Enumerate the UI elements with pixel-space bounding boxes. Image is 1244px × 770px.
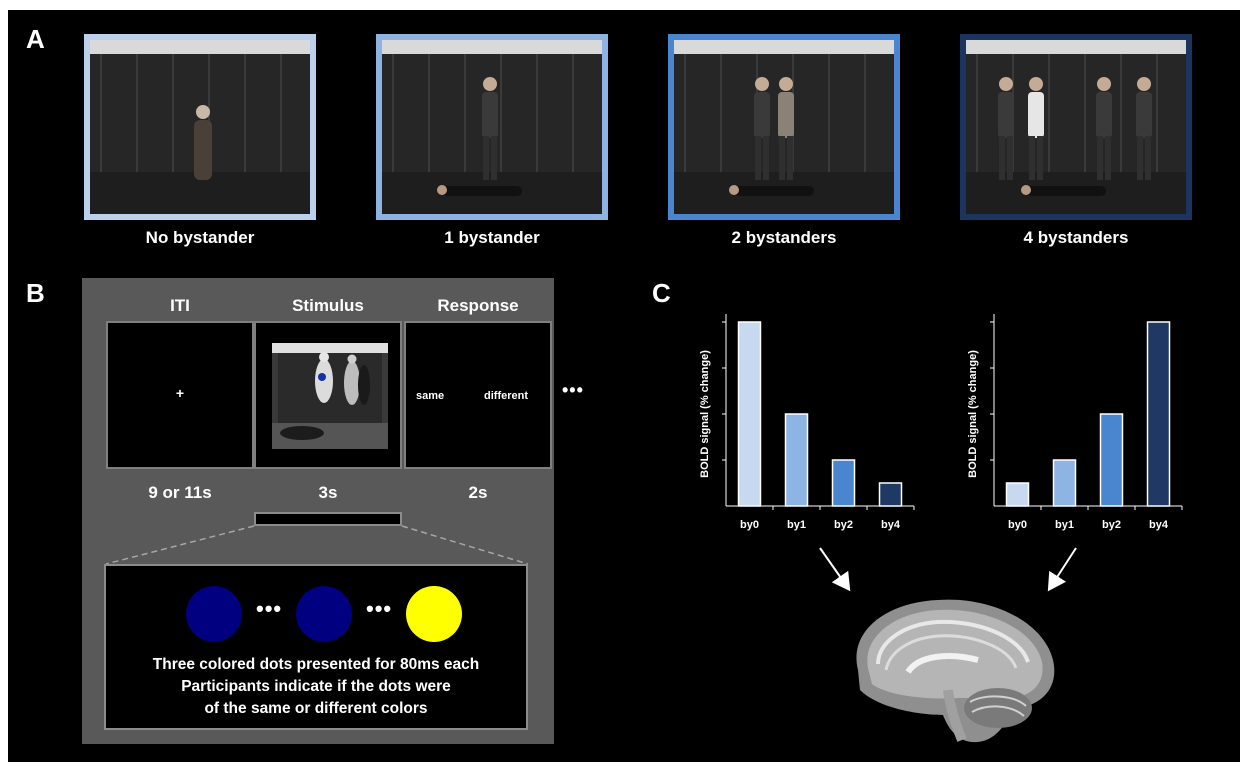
- description-line-2: Participants indicate if the dots were: [181, 678, 451, 695]
- panel-a-label: A: [26, 24, 45, 54]
- x-tick-label-by4: by4: [881, 519, 901, 531]
- dot-separator-ellipsis: •••: [366, 596, 393, 621]
- iti-screen: +: [106, 321, 254, 469]
- bystander-caption-3: 4 bystanders: [1023, 228, 1129, 247]
- bar-by1: [784, 413, 809, 507]
- x-tick-label-by4: by4: [1149, 519, 1169, 531]
- bystander-photo-0: [84, 34, 316, 220]
- dot-task-detail: ••• ••• Three colored dots presented for…: [104, 564, 528, 730]
- response-option-different: different: [484, 390, 528, 402]
- phase-duration-iti: 9 or 11s: [148, 483, 212, 502]
- x-tick-label-by2: by2: [1102, 519, 1121, 531]
- panel-b-label: B: [26, 278, 45, 308]
- phase-title-iti: ITI: [170, 296, 190, 315]
- bar-chart-increasing: by0 by1 by2 by4 BOLD signal (% change): [956, 302, 1186, 552]
- task-schematic: ITI Stimulus Response + same diff: [82, 278, 583, 744]
- x-tick-label-by0: by0: [740, 519, 759, 531]
- x-tick-label-by1: by1: [1055, 519, 1074, 531]
- arrow-left: [819, 547, 851, 592]
- blue-dot-first: [186, 586, 242, 642]
- bystander-caption-0: No bystander: [145, 228, 255, 247]
- x-tick-label-by0: by0: [1008, 519, 1027, 531]
- bystander-caption-1: 1 bystander: [444, 228, 540, 247]
- bystander-caption-2: 2 bystanders: [731, 228, 837, 247]
- stimulus-timeline-bar: [254, 512, 402, 526]
- bar-chart-decreasing: by0 by1 by2 by4 BOLD signal (% change): [688, 302, 918, 552]
- y-axis-label: BOLD signal (% change): [699, 350, 711, 478]
- bystander-photo-1: [376, 34, 608, 220]
- bystander-photo-3: [960, 34, 1192, 220]
- brain-mri-sagittal-image: [856, 599, 1055, 743]
- stimulus-still-image: [272, 343, 388, 449]
- arrow-right: [1047, 547, 1077, 592]
- zoom-lines: [105, 525, 529, 565]
- y-axis-label: BOLD signal (% change): [967, 350, 979, 478]
- bar-by4: [1146, 321, 1171, 507]
- bystander-photo-2: [668, 34, 900, 220]
- phase-title-response: Response: [437, 296, 519, 315]
- stimulus-screen: [254, 321, 402, 469]
- bar-by0: [1005, 482, 1030, 507]
- fixation-cross: +: [175, 385, 185, 401]
- panel-c-label: C: [652, 278, 671, 308]
- description-line-1: Three colored dots presented for 80ms ea…: [152, 656, 480, 673]
- x-tick-label-by1: by1: [787, 519, 806, 531]
- response-option-same: same: [416, 390, 445, 402]
- x-tick-label-by2: by2: [834, 519, 853, 531]
- bar-by2: [831, 459, 856, 507]
- chart-to-brain-arrows: [819, 547, 1077, 592]
- dot-separator-ellipsis: •••: [256, 596, 283, 621]
- response-screen: same different: [404, 321, 552, 469]
- bar-by1: [1052, 459, 1077, 507]
- yellow-dot-third: [406, 586, 462, 642]
- phase-title-stimulus: Stimulus: [292, 296, 364, 315]
- phase-duration-stimulus: 3s: [318, 483, 338, 502]
- trial-continuation-ellipsis: •••: [562, 380, 584, 400]
- bar-by2: [1099, 413, 1124, 507]
- blue-dot-second: [296, 586, 352, 642]
- description-line-3: of the same or different colors: [204, 700, 428, 717]
- bar-by0: [737, 321, 762, 507]
- bar-by4: [878, 482, 903, 507]
- figure: A No bystander 1 bystander 2 bystanders 4 b…: [8, 10, 1240, 762]
- phase-duration-response: 2s: [468, 483, 488, 502]
